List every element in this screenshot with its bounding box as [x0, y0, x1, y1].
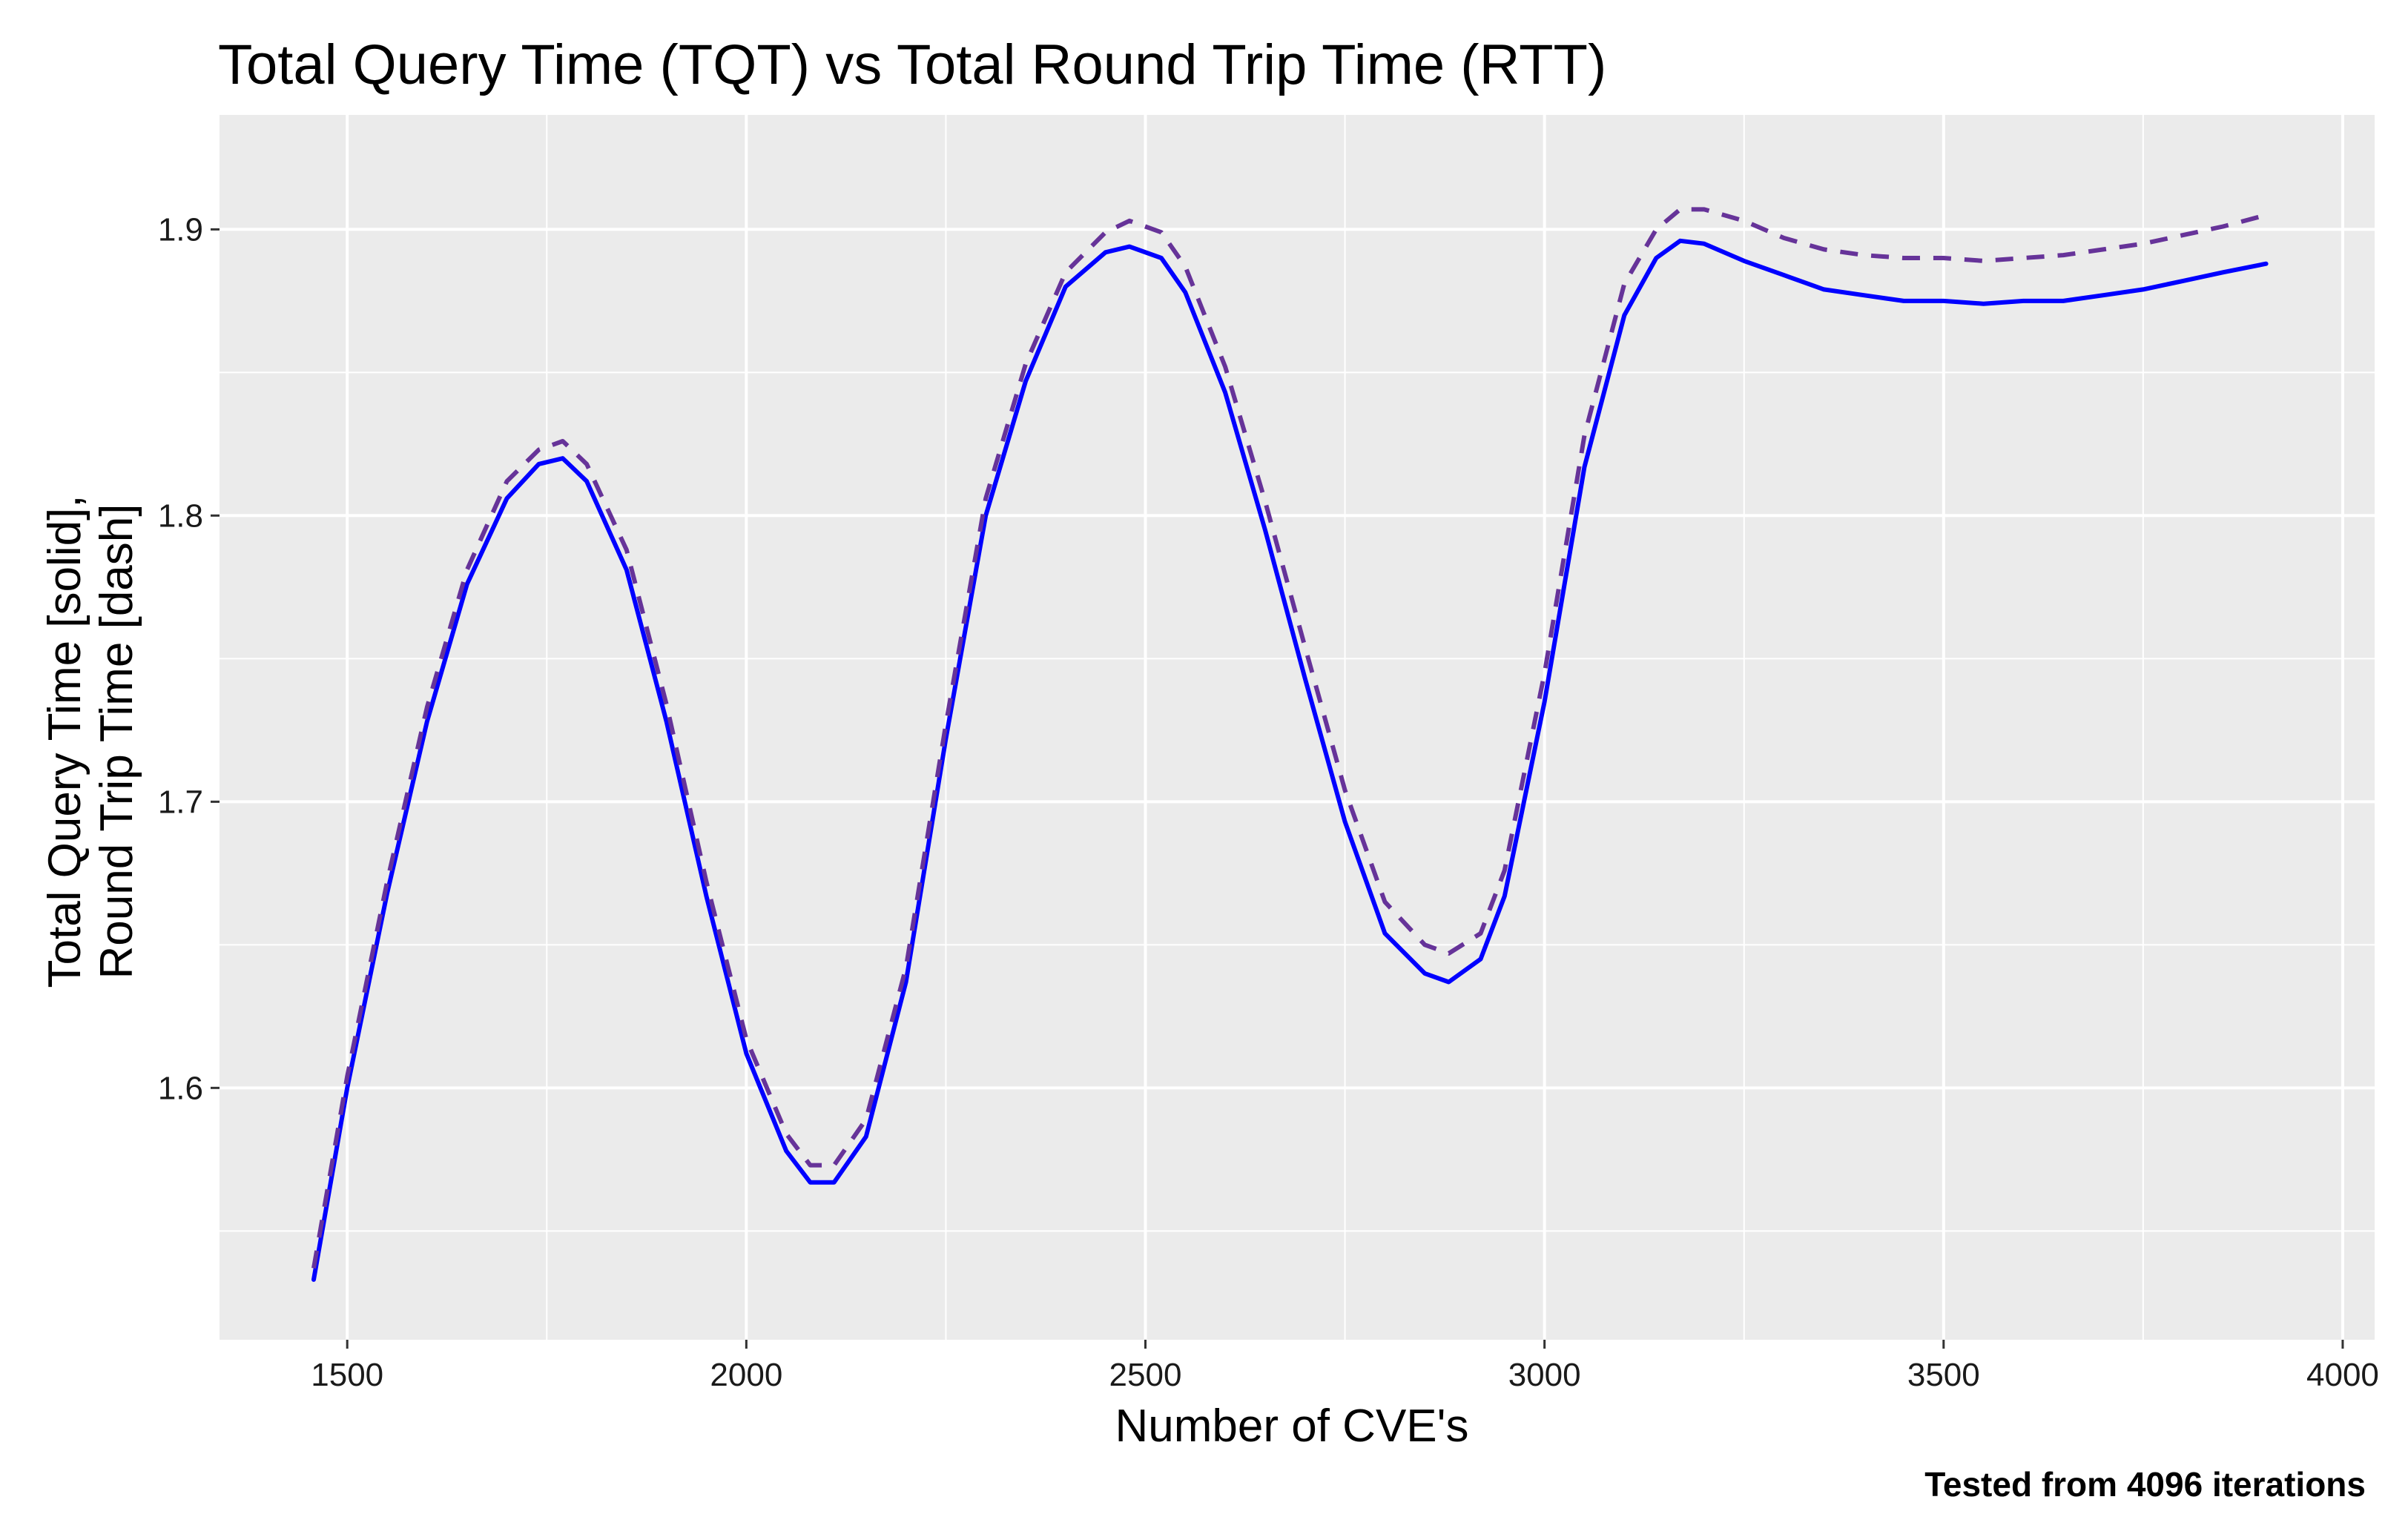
- chart-title: Total Query Time (TQT) vs Total Round Tr…: [218, 33, 1606, 96]
- x-tick-label: 3500: [1907, 1357, 1980, 1393]
- y-axis-label-line-1: Total Query Time [solid],: [39, 495, 90, 988]
- y-tick-label: 1.8: [158, 497, 203, 534]
- y-axis: 1.6 1.7 1.8 1.9: [158, 211, 220, 1106]
- x-tick-label: 3000: [1508, 1357, 1581, 1393]
- chart-caption: Tested from 4096 iterations: [1924, 1465, 2366, 1504]
- y-axis-label: Total Query Time [solid], Round Trip Tim…: [39, 495, 142, 988]
- major-gridlines: [220, 115, 2375, 1340]
- y-tick-label: 1.9: [158, 211, 203, 248]
- x-axis: 1500 2000 2500 3000 3500 4000: [311, 1340, 2379, 1393]
- x-tick-label: 2000: [710, 1357, 782, 1393]
- x-tick-label: 2500: [1109, 1357, 1182, 1393]
- x-tick-label: 4000: [2306, 1357, 2379, 1393]
- x-tick-label: 1500: [311, 1357, 383, 1393]
- y-tick-label: 1.7: [158, 784, 203, 820]
- y-tick-label: 1.6: [158, 1070, 203, 1106]
- series-line-total-query-time: [311, 238, 2269, 1282]
- series-line-round-trip-time: [311, 207, 2267, 1269]
- x-axis-label: Number of CVE's: [1115, 1401, 1469, 1452]
- plot-panel: [220, 115, 2375, 1340]
- y-axis-label-line-2: Round Trip Time [dash]: [91, 504, 142, 979]
